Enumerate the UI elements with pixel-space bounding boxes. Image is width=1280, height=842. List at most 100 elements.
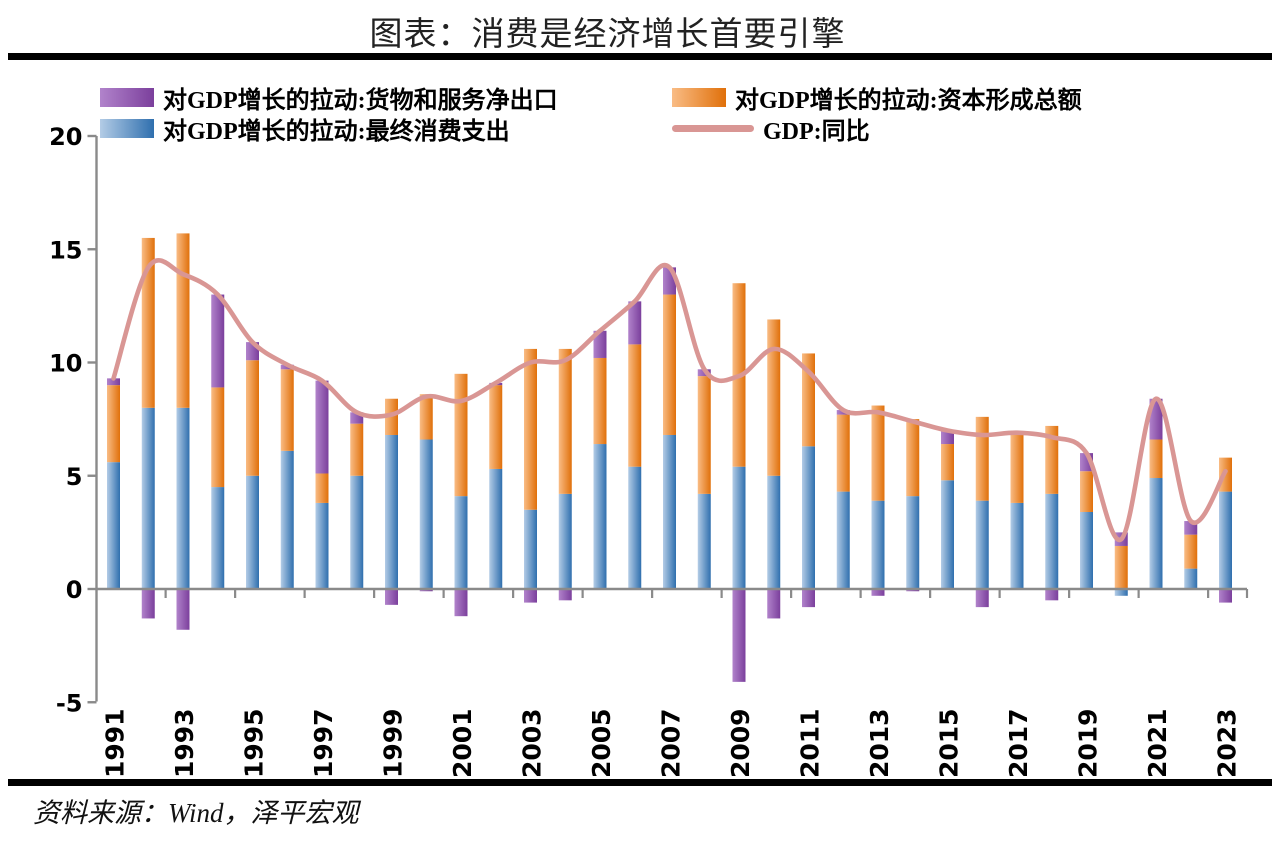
bar-2016-capital bbox=[975, 416, 989, 501]
bar-2009-net_exports bbox=[732, 589, 746, 682]
bar-1999-consumption bbox=[385, 434, 398, 589]
x-tick-label: 1993 bbox=[170, 708, 199, 778]
capital-swatch-icon bbox=[672, 87, 726, 107]
bar-1994-net_exports bbox=[211, 294, 225, 388]
bar-2001-capital bbox=[454, 373, 468, 497]
bar-1991-capital bbox=[107, 385, 120, 463]
x-tick-label: 2021 bbox=[1143, 708, 1172, 778]
bar-1995-capital bbox=[246, 360, 259, 476]
bar-2015-net_exports bbox=[941, 430, 954, 445]
bar-1998-consumption bbox=[350, 475, 364, 589]
bar-2021-capital bbox=[1149, 439, 1163, 479]
bar-1999-net_exports bbox=[385, 589, 398, 605]
x-tick-label: 2005 bbox=[587, 708, 616, 778]
x-tick-label: 1999 bbox=[379, 708, 408, 778]
bar-1995-consumption bbox=[246, 475, 259, 589]
bar-2012-capital bbox=[836, 414, 850, 492]
bar-2017-capital bbox=[1010, 434, 1024, 503]
consumption-swatch-icon bbox=[100, 118, 154, 138]
bar-2010-net_exports bbox=[767, 589, 781, 619]
bar-2021-consumption bbox=[1149, 478, 1163, 589]
bar-2018-consumption bbox=[1045, 493, 1059, 589]
source-note: 资料来源：Wind，泽平宏观 bbox=[33, 798, 359, 828]
bar-1991-consumption bbox=[107, 462, 120, 589]
bar-2022-capital bbox=[1184, 534, 1198, 569]
bar-2008-capital bbox=[697, 376, 711, 494]
bar-1991-net_exports bbox=[107, 378, 120, 386]
x-tick-label: 2007 bbox=[657, 708, 686, 778]
bar-2017-consumption bbox=[1010, 502, 1024, 589]
net-exports-swatch-icon bbox=[100, 87, 154, 107]
bottom-divider-rule bbox=[8, 779, 1272, 786]
bar-1992-consumption bbox=[141, 407, 155, 589]
x-tick-label: 2023 bbox=[1213, 708, 1242, 778]
legend-label-consumption: 对GDP增长的拉动:最终消费支出 bbox=[163, 118, 510, 145]
bar-2000-consumption bbox=[419, 439, 433, 589]
bar-2005-net_exports bbox=[593, 330, 607, 358]
bar-2003-consumption bbox=[524, 509, 537, 589]
x-tick-label: 2019 bbox=[1074, 708, 1103, 778]
bar-1992-capital bbox=[141, 237, 155, 408]
bar-2018-net_exports bbox=[1045, 589, 1059, 601]
x-tick-label: 1997 bbox=[309, 708, 338, 778]
bar-2013-consumption bbox=[871, 500, 885, 589]
legend-item-gdp-line: GDP:同比 bbox=[672, 117, 870, 145]
bar-2005-consumption bbox=[593, 444, 607, 589]
gdp-yoy-line bbox=[111, 258, 1228, 542]
bar-2004-capital bbox=[558, 348, 572, 494]
bar-2016-consumption bbox=[975, 500, 989, 589]
bar-1998-net_exports bbox=[350, 412, 364, 424]
bar-2004-consumption bbox=[558, 493, 572, 589]
x-tick-label: 2001 bbox=[448, 708, 477, 778]
x-tick-label: 2015 bbox=[935, 708, 964, 778]
bar-2009-consumption bbox=[732, 466, 746, 589]
x-tick-label: 2013 bbox=[865, 708, 894, 778]
bar-2014-capital bbox=[906, 419, 920, 497]
bar-2013-capital bbox=[871, 405, 885, 501]
chart-title: 图表：消费是经济增长首要引擎 bbox=[369, 17, 846, 53]
bar-2010-consumption bbox=[767, 475, 781, 589]
bar-2018-capital bbox=[1045, 425, 1059, 494]
bar-1996-capital bbox=[280, 369, 294, 451]
y-tick-label: 20 bbox=[49, 123, 82, 151]
bar-2010-capital bbox=[767, 319, 781, 476]
legend-item-capital: 对GDP增长的拉动:资本形成总额 bbox=[672, 86, 1082, 114]
bar-2019-capital bbox=[1080, 471, 1093, 512]
x-tick-label: 2011 bbox=[796, 708, 825, 778]
bar-1994-capital bbox=[211, 387, 225, 488]
bar-1997-capital bbox=[315, 473, 329, 503]
top-divider-rule bbox=[8, 53, 1272, 60]
bar-2020-consumption bbox=[1114, 589, 1128, 596]
y-tick-label: -5 bbox=[56, 689, 83, 717]
x-tick-label: 1995 bbox=[240, 708, 269, 778]
bar-2005-capital bbox=[593, 357, 607, 445]
bar-2002-consumption bbox=[489, 468, 503, 589]
legend-label-gdp: GDP:同比 bbox=[763, 118, 870, 145]
bar-2020-capital bbox=[1114, 545, 1128, 589]
bar-1993-net_exports bbox=[176, 589, 190, 630]
y-tick-label: 5 bbox=[66, 463, 83, 491]
legend-item-net-exports: 对GDP增长的拉动:货物和服务净出口 bbox=[100, 86, 558, 114]
legend-label-net-exports: 对GDP增长的拉动:货物和服务净出口 bbox=[163, 87, 558, 114]
bar-1998-capital bbox=[350, 423, 364, 476]
bar-2007-consumption bbox=[663, 434, 676, 589]
bar-2007-capital bbox=[663, 294, 676, 435]
y-tick-label: 10 bbox=[49, 350, 82, 378]
bar-2008-consumption bbox=[697, 493, 711, 589]
bar-2011-net_exports bbox=[802, 589, 815, 608]
bar-2002-capital bbox=[489, 385, 503, 469]
y-tick-label: 15 bbox=[49, 236, 82, 264]
bar-2003-net_exports bbox=[524, 589, 537, 603]
bar-2004-net_exports bbox=[558, 589, 572, 601]
bar-1993-consumption bbox=[176, 407, 190, 589]
bar-2006-net_exports bbox=[628, 301, 642, 345]
bar-1993-capital bbox=[176, 233, 190, 408]
x-tick-label: 2009 bbox=[726, 708, 755, 778]
bar-2011-consumption bbox=[802, 446, 815, 589]
legend-label-capital: 对GDP增长的拉动:资本形成总额 bbox=[735, 87, 1082, 114]
y-tick-label: 0 bbox=[66, 576, 83, 604]
bar-2022-consumption bbox=[1184, 568, 1198, 589]
bar-2001-consumption bbox=[454, 496, 468, 589]
bar-2015-consumption bbox=[941, 480, 954, 589]
